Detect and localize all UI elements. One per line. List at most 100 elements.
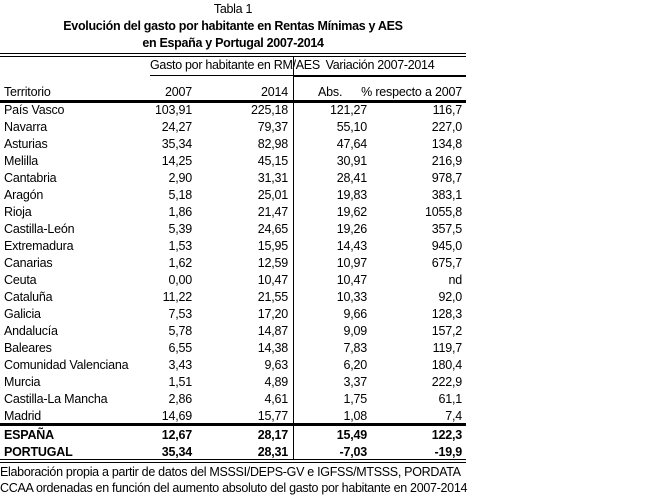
table-row: Ceuta 0,00 10,47 10,47 nd (0, 272, 466, 289)
cell-territorio: Rioja (4, 205, 32, 219)
cell-variacion-abs: 10,97 (336, 256, 367, 270)
cell-gasto-2014: 45,15 (257, 154, 288, 168)
source-note: Elaboración propia a partir de datos del… (0, 465, 461, 479)
cell-variacion-pct: nd (448, 273, 462, 287)
header-row: Territorio 2007 2014 Abs. % respecto a 2… (0, 84, 466, 101)
cell-gasto-2014: 4,61 (264, 392, 288, 406)
cell-territorio: ESPAÑA (4, 428, 54, 442)
header-pct: % respecto a 2007 (361, 85, 462, 99)
cell-gasto-2007: 1,62 (168, 256, 192, 270)
cell-variacion-pct: 92,0 (438, 290, 462, 304)
bottom-border-inner (0, 462, 466, 463)
cell-territorio: Castilla-La Mancha (4, 392, 108, 406)
top-border-inner (0, 56, 466, 57)
cell-variacion-pct: 945,0 (431, 239, 462, 253)
cell-gasto-2007: 24,27 (161, 120, 192, 134)
table-row: Cataluña 11,22 21,55 10,33 92,0 (0, 289, 466, 306)
total-row: ESPAÑA 12,67 28,17 15,49 122,3 (0, 427, 466, 444)
header-group-variacion: Variación 2007-2014 (325, 58, 435, 72)
cell-variacion-abs: 3,37 (343, 375, 367, 389)
cell-variacion-pct: 675,7 (431, 256, 462, 270)
cell-territorio: Canarias (4, 256, 53, 270)
cell-variacion-pct: 61,1 (438, 392, 462, 406)
cell-gasto-2014: 4,89 (264, 375, 288, 389)
cell-gasto-2014: 21,55 (257, 290, 288, 304)
cell-territorio: Melilla (4, 154, 39, 168)
table-row: Navarra 24,27 79,37 55,10 227,0 (0, 119, 466, 136)
cell-territorio: Comunidad Valenciana (4, 358, 129, 372)
table-row: Madrid 14,69 15,77 1,08 7,4 (0, 408, 466, 425)
table-row: Andalucía 5,78 14,87 9,09 157,2 (0, 323, 466, 340)
cell-variacion-abs: 47,64 (336, 137, 367, 151)
cell-gasto-2014: 14,38 (257, 341, 288, 355)
cell-territorio: PORTUGAL (4, 445, 73, 459)
cell-variacion-pct: 978,7 (431, 171, 462, 185)
cell-gasto-2007: 2,86 (168, 392, 192, 406)
table-row: Baleares 6,55 14,38 7,83 119,7 (0, 340, 466, 357)
cell-territorio: Ceuta (4, 273, 37, 287)
bottom-border (0, 459, 466, 460)
cell-gasto-2014: 28,31 (257, 445, 288, 459)
cell-gasto-2007: 1,51 (168, 375, 192, 389)
cell-gasto-2014: 14,87 (257, 324, 288, 338)
cell-variacion-pct: 119,7 (432, 341, 463, 355)
cell-variacion-pct: 222,9 (431, 375, 462, 389)
cell-territorio: Murcia (4, 375, 41, 389)
cell-variacion-pct: 116,7 (432, 103, 463, 117)
cell-gasto-2007: 2,90 (168, 171, 192, 185)
cell-variacion-abs: 1,08 (343, 409, 367, 423)
column-divider (293, 57, 294, 460)
cell-variacion-pct: 128,3 (431, 307, 462, 321)
cell-gasto-2007: 1,53 (168, 239, 192, 253)
cell-variacion-pct: 357,5 (431, 222, 462, 236)
table-subtitle: en España y Portugal 2007-2014 (142, 36, 324, 50)
table-row: Comunidad Valenciana 3,43 9,63 6,20 180,4 (0, 357, 466, 374)
table-caption: Tabla 1 (213, 2, 253, 16)
cell-variacion-abs: 121,27 (329, 103, 367, 117)
cell-gasto-2007: 12,67 (161, 428, 192, 442)
cell-variacion-abs: 14,43 (336, 239, 367, 253)
cell-variacion-abs: 30,91 (336, 154, 367, 168)
cell-gasto-2014: 31,31 (257, 171, 288, 185)
header-group-gasto: Gasto por habitante en RM/AES (150, 58, 320, 72)
cell-gasto-2007: 3,43 (168, 358, 192, 372)
table-row: Murcia 1,51 4,89 3,37 222,9 (0, 374, 466, 391)
table-row: Cantabria 2,90 31,31 28,41 978,7 (0, 170, 466, 187)
cell-territorio: Castilla-León (4, 222, 75, 236)
cell-gasto-2007: 35,34 (161, 137, 192, 151)
cell-variacion-abs: -7,03 (339, 445, 368, 459)
cell-variacion-abs: 15,49 (336, 428, 367, 442)
cell-gasto-2007: 7,53 (168, 307, 192, 321)
cell-gasto-2014: 79,37 (257, 120, 288, 134)
table-row: País Vasco 103,91 225,18 121,27 116,7 (0, 102, 466, 119)
totals-border (0, 423, 466, 426)
cell-variacion-pct: 7,4 (445, 409, 462, 423)
cell-gasto-2007: 0,00 (168, 273, 192, 287)
cell-gasto-2014: 17,20 (257, 307, 288, 321)
table-row: Galicia 7,53 17,20 9,66 128,3 (0, 306, 466, 323)
cell-variacion-pct: 227,0 (431, 120, 462, 134)
cell-gasto-2007: 14,69 (161, 409, 192, 423)
cell-gasto-2014: 24,65 (257, 222, 288, 236)
cell-territorio: Andalucía (4, 324, 58, 338)
table-row: Rioja 1,86 21,47 19,62 1055,8 (0, 204, 466, 221)
cell-variacion-pct: 122,3 (431, 428, 462, 442)
cell-gasto-2014: 10,47 (257, 273, 288, 287)
cell-variacion-pct: 216,9 (431, 154, 462, 168)
table-row: Castilla-La Mancha 2,86 4,61 1,75 61,1 (0, 391, 466, 408)
cell-variacion-abs: 28,41 (336, 171, 367, 185)
cell-variacion-pct: 134,8 (431, 137, 462, 151)
table-row: Asturias 35,34 82,98 47,64 134,8 (0, 136, 466, 153)
header-border (0, 100, 466, 103)
cell-gasto-2014: 9,63 (264, 358, 288, 372)
cell-gasto-2014: 82,98 (257, 137, 288, 151)
cell-gasto-2007: 5,39 (168, 222, 192, 236)
cell-variacion-pct: 180,4 (431, 358, 462, 372)
cell-gasto-2007: 5,78 (168, 324, 192, 338)
header-2007: 2007 (164, 85, 192, 99)
table-row: Castilla-León 5,39 24,65 19,26 357,5 (0, 221, 466, 238)
total-row: PORTUGAL 35,34 28,31 -7,03 -19,9 (0, 444, 466, 461)
cell-gasto-2014: 15,95 (257, 239, 288, 253)
cell-variacion-abs: 9,09 (343, 324, 367, 338)
cell-variacion-pct: 1055,8 (424, 205, 462, 219)
